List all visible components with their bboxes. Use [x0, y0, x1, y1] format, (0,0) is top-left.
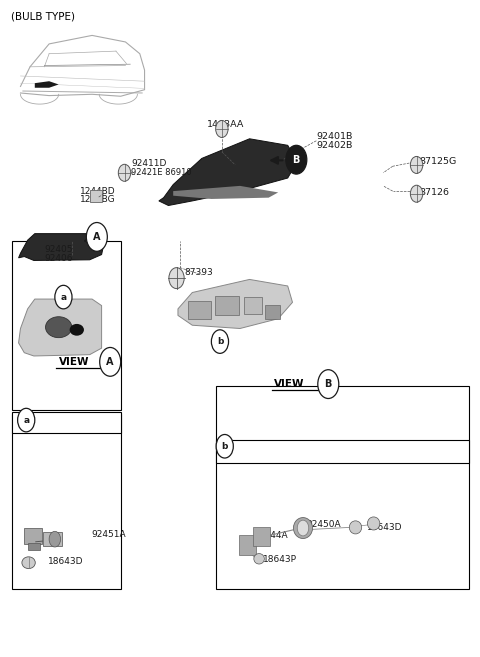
Text: VIEW: VIEW — [59, 357, 89, 367]
Circle shape — [216, 120, 228, 137]
Text: 1244BD: 1244BD — [80, 187, 116, 196]
Text: a: a — [60, 292, 67, 302]
Text: 92406: 92406 — [44, 254, 73, 263]
Text: 92411D: 92411D — [131, 159, 167, 168]
Circle shape — [286, 145, 307, 174]
Bar — [24, 528, 42, 545]
Text: 18643D: 18643D — [48, 557, 84, 566]
Bar — [216, 386, 469, 589]
Circle shape — [118, 164, 131, 181]
Text: 1244BG: 1244BG — [80, 195, 116, 204]
Bar — [265, 305, 280, 319]
Circle shape — [18, 408, 35, 432]
Text: b: b — [217, 337, 223, 346]
Bar — [12, 412, 120, 433]
Circle shape — [297, 520, 309, 536]
Text: A: A — [93, 232, 101, 242]
Text: 87126: 87126 — [419, 188, 449, 197]
Bar — [216, 440, 469, 463]
Ellipse shape — [22, 557, 35, 568]
Bar — [188, 301, 211, 319]
Text: 18643D: 18643D — [366, 523, 402, 532]
Circle shape — [211, 330, 228, 353]
Bar — [28, 543, 39, 550]
Circle shape — [100, 348, 120, 376]
Text: 92402B: 92402B — [316, 141, 353, 150]
Circle shape — [169, 267, 184, 288]
Text: 92450A: 92450A — [307, 520, 341, 530]
Bar — [12, 413, 120, 589]
Polygon shape — [35, 81, 59, 88]
Bar — [244, 298, 263, 314]
Circle shape — [318, 370, 339, 399]
Text: B: B — [324, 379, 332, 389]
Bar — [215, 296, 239, 315]
Ellipse shape — [254, 554, 264, 564]
Bar — [253, 527, 270, 547]
Bar — [90, 191, 102, 202]
Circle shape — [216, 434, 233, 458]
Text: 1463AA: 1463AA — [206, 120, 244, 129]
Ellipse shape — [70, 324, 84, 336]
Ellipse shape — [293, 518, 312, 539]
Ellipse shape — [349, 521, 362, 534]
Text: (BULB TYPE): (BULB TYPE) — [11, 11, 75, 21]
Bar — [239, 535, 256, 555]
Text: 92405: 92405 — [44, 246, 73, 254]
Text: 92401B: 92401B — [316, 132, 353, 141]
Polygon shape — [19, 234, 104, 260]
Text: 87393: 87393 — [184, 269, 213, 277]
Bar — [43, 532, 62, 547]
Ellipse shape — [46, 317, 72, 338]
Polygon shape — [19, 299, 102, 356]
Ellipse shape — [367, 517, 380, 530]
Text: VIEW: VIEW — [275, 379, 305, 389]
Circle shape — [410, 156, 423, 173]
Text: A: A — [107, 357, 114, 367]
Text: 92451A: 92451A — [91, 530, 126, 539]
Circle shape — [86, 223, 108, 251]
Text: 18643P: 18643P — [263, 555, 297, 564]
Bar — [12, 242, 120, 410]
Text: b: b — [222, 442, 228, 451]
Text: 18644A: 18644A — [254, 532, 289, 541]
Text: 92421E 86910: 92421E 86910 — [131, 168, 192, 177]
Text: a: a — [23, 416, 29, 424]
Text: B: B — [293, 154, 300, 165]
Polygon shape — [173, 186, 278, 199]
Polygon shape — [159, 139, 297, 206]
Circle shape — [49, 532, 60, 547]
Text: 87125G: 87125G — [419, 157, 456, 166]
Circle shape — [55, 285, 72, 309]
Circle shape — [410, 185, 423, 202]
Polygon shape — [178, 279, 292, 328]
